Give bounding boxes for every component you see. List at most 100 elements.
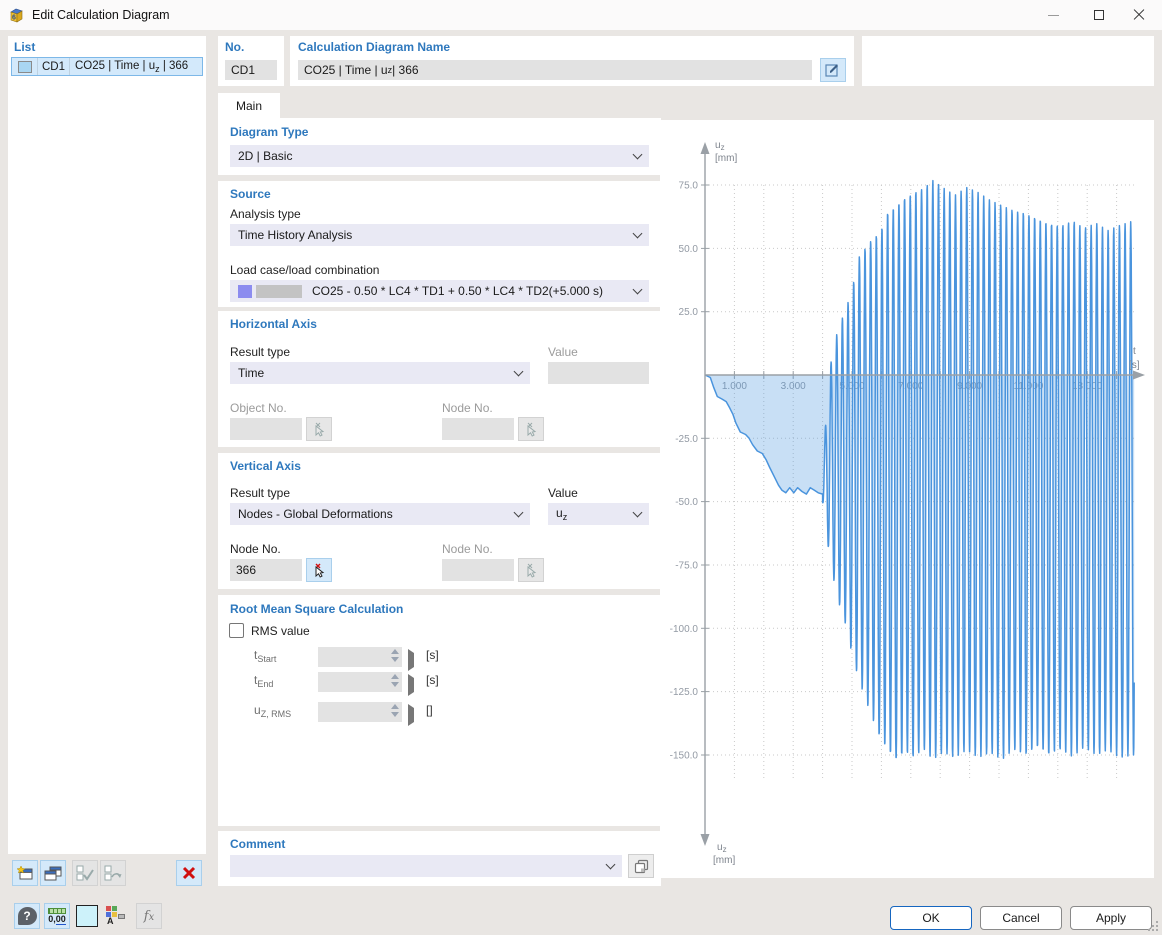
analysis-type-dropdown[interactable]: Time History Analysis	[230, 224, 649, 246]
ruler-icon	[48, 908, 66, 914]
pencil-icon	[825, 64, 838, 77]
check-all-button	[72, 860, 98, 886]
list-item-id: CD1	[38, 58, 70, 75]
load-case-gray-chip	[256, 284, 302, 298]
units-settings-button[interactable]: 0,00	[44, 903, 70, 929]
tab-main[interactable]: Main	[218, 93, 280, 118]
v-node-no2-label: Node No.	[442, 542, 493, 556]
no-label: No.	[225, 40, 245, 54]
name-panel: Calculation Diagram Name CO25 | Time | u…	[290, 36, 854, 86]
maximize-button[interactable]	[1076, 0, 1122, 30]
display-properties-button[interactable]: A	[102, 903, 128, 929]
t-end-spinner	[318, 672, 402, 692]
h-value-field	[548, 362, 649, 384]
help-button[interactable]: ?	[14, 903, 40, 929]
svg-text:-25.0: -25.0	[675, 434, 698, 445]
apply-button[interactable]: Apply	[1070, 906, 1152, 930]
v-node2-pick-button	[518, 558, 544, 582]
v-node-no-field[interactable]: 366	[230, 559, 302, 581]
svg-text:-100.0: -100.0	[670, 624, 699, 635]
h-result-type-label: Result type	[230, 345, 291, 359]
horizontal-axis-header: Horizontal Axis	[230, 317, 317, 331]
svg-text:-75.0: -75.0	[675, 561, 698, 572]
chevron-down-icon	[632, 284, 643, 295]
svg-text:75.0: 75.0	[679, 181, 699, 192]
rms-value-checkbox[interactable]	[229, 623, 244, 638]
no-value-field: CD1	[225, 60, 277, 80]
diagram-type-dropdown[interactable]: 2D | Basic	[230, 145, 649, 167]
pick-cursor-icon	[315, 422, 325, 437]
h-object-no-field	[230, 418, 302, 440]
diagram-type-section: Diagram Type 2D | Basic	[218, 118, 661, 175]
list-item-cd1[interactable]: CD1 CO25 | Time | uz | 366	[11, 57, 203, 76]
h-object-pick-button	[306, 417, 332, 441]
new-diagram-button[interactable]	[12, 860, 38, 886]
comment-dropdown[interactable]	[230, 855, 622, 877]
comment-section: Comment	[218, 831, 661, 886]
comment-copy-button[interactable]	[628, 854, 654, 878]
minimize-button[interactable]	[1030, 0, 1076, 30]
h-value-label: Value	[548, 345, 578, 359]
uz-rms-spinner	[318, 702, 402, 722]
list-item-name: CO25 | Time | uz | 366	[75, 59, 189, 74]
copy-icon	[634, 859, 648, 873]
svg-text:[mm]: [mm]	[713, 855, 735, 866]
h-result-type-dropdown[interactable]: Time	[230, 362, 530, 384]
formula-icon: fx	[143, 909, 155, 924]
h-node-no-field	[442, 418, 514, 440]
t-start-label: tStart	[254, 648, 277, 664]
source-section: Source Analysis type Time History Analys…	[218, 181, 661, 307]
load-case-dropdown[interactable]: CO25 - 0.50 * LC4 * TD1 + 0.50 * LC4 * T…	[230, 280, 649, 302]
delete-icon	[182, 866, 196, 880]
invert-selection-button	[100, 860, 126, 886]
chart-plot: 1.000 3.000 5.000 7.000 9.000 11.000 13.00075.…	[670, 140, 1145, 866]
rename-button[interactable]	[820, 58, 846, 82]
v-value-dropdown[interactable]: uz	[548, 503, 649, 525]
t-end-label: tEnd	[254, 673, 274, 689]
copy-diagram-button[interactable]	[40, 860, 66, 886]
check-all-icon	[76, 865, 94, 881]
svg-text:-50.0: -50.0	[675, 497, 698, 508]
maximize-icon	[1094, 10, 1104, 20]
name-label: Calculation Diagram Name	[298, 40, 451, 54]
t-start-arrow-button	[408, 649, 414, 671]
svg-text:9.000: 9.000	[957, 381, 982, 392]
rms-section: Root Mean Square Calculation RMS value t…	[218, 595, 661, 826]
v-node-pick-button[interactable]	[306, 558, 332, 582]
svg-text:13.000: 13.000	[1072, 381, 1103, 392]
delete-diagram-button[interactable]	[176, 860, 202, 886]
rms-value-label[interactable]: RMS value	[251, 624, 310, 638]
diagram-color-swatch[interactable]	[76, 905, 98, 927]
t-end-unit: [s]	[426, 673, 439, 687]
v-result-type-dropdown[interactable]: Nodes - Global Deformations	[230, 503, 530, 525]
window-title: Edit Calculation Diagram	[32, 8, 170, 22]
calculation-diagram-chart: 1.000 3.000 5.000 7.000 9.000 11.000 13.000 75.…	[660, 120, 1154, 878]
svg-text:[mm]: [mm]	[715, 153, 737, 164]
formula-button: fx	[136, 903, 162, 929]
chevron-down-icon	[632, 507, 643, 518]
copy-window-icon	[44, 866, 62, 880]
uz-rms-unit: []	[426, 703, 433, 717]
ok-button[interactable]: OK	[890, 906, 972, 930]
uz-rms-arrow-button	[408, 704, 414, 726]
diagram-color-chip	[17, 60, 32, 73]
svg-text:11.000: 11.000	[1013, 381, 1043, 392]
chevron-down-icon	[632, 149, 643, 160]
source-header: Source	[230, 187, 271, 201]
chevron-down-icon	[605, 859, 616, 870]
v-node-no2-field	[442, 559, 514, 581]
load-case-label: Load case/load combination	[230, 263, 380, 277]
chevron-down-icon	[513, 366, 524, 377]
t-end-arrow-button	[408, 674, 414, 696]
svg-text:6: 6	[12, 15, 16, 22]
svg-text:25.0: 25.0	[679, 307, 699, 318]
v-value-label: Value	[548, 486, 578, 500]
pick-cursor-icon	[315, 563, 325, 578]
close-button[interactable]	[1116, 0, 1162, 30]
cancel-button[interactable]: Cancel	[980, 906, 1062, 930]
display-properties-icon: A	[105, 906, 125, 926]
svg-text:-150.0: -150.0	[670, 751, 699, 762]
units-icon: 0,00	[48, 914, 66, 925]
resize-grip[interactable]	[1156, 929, 1158, 931]
